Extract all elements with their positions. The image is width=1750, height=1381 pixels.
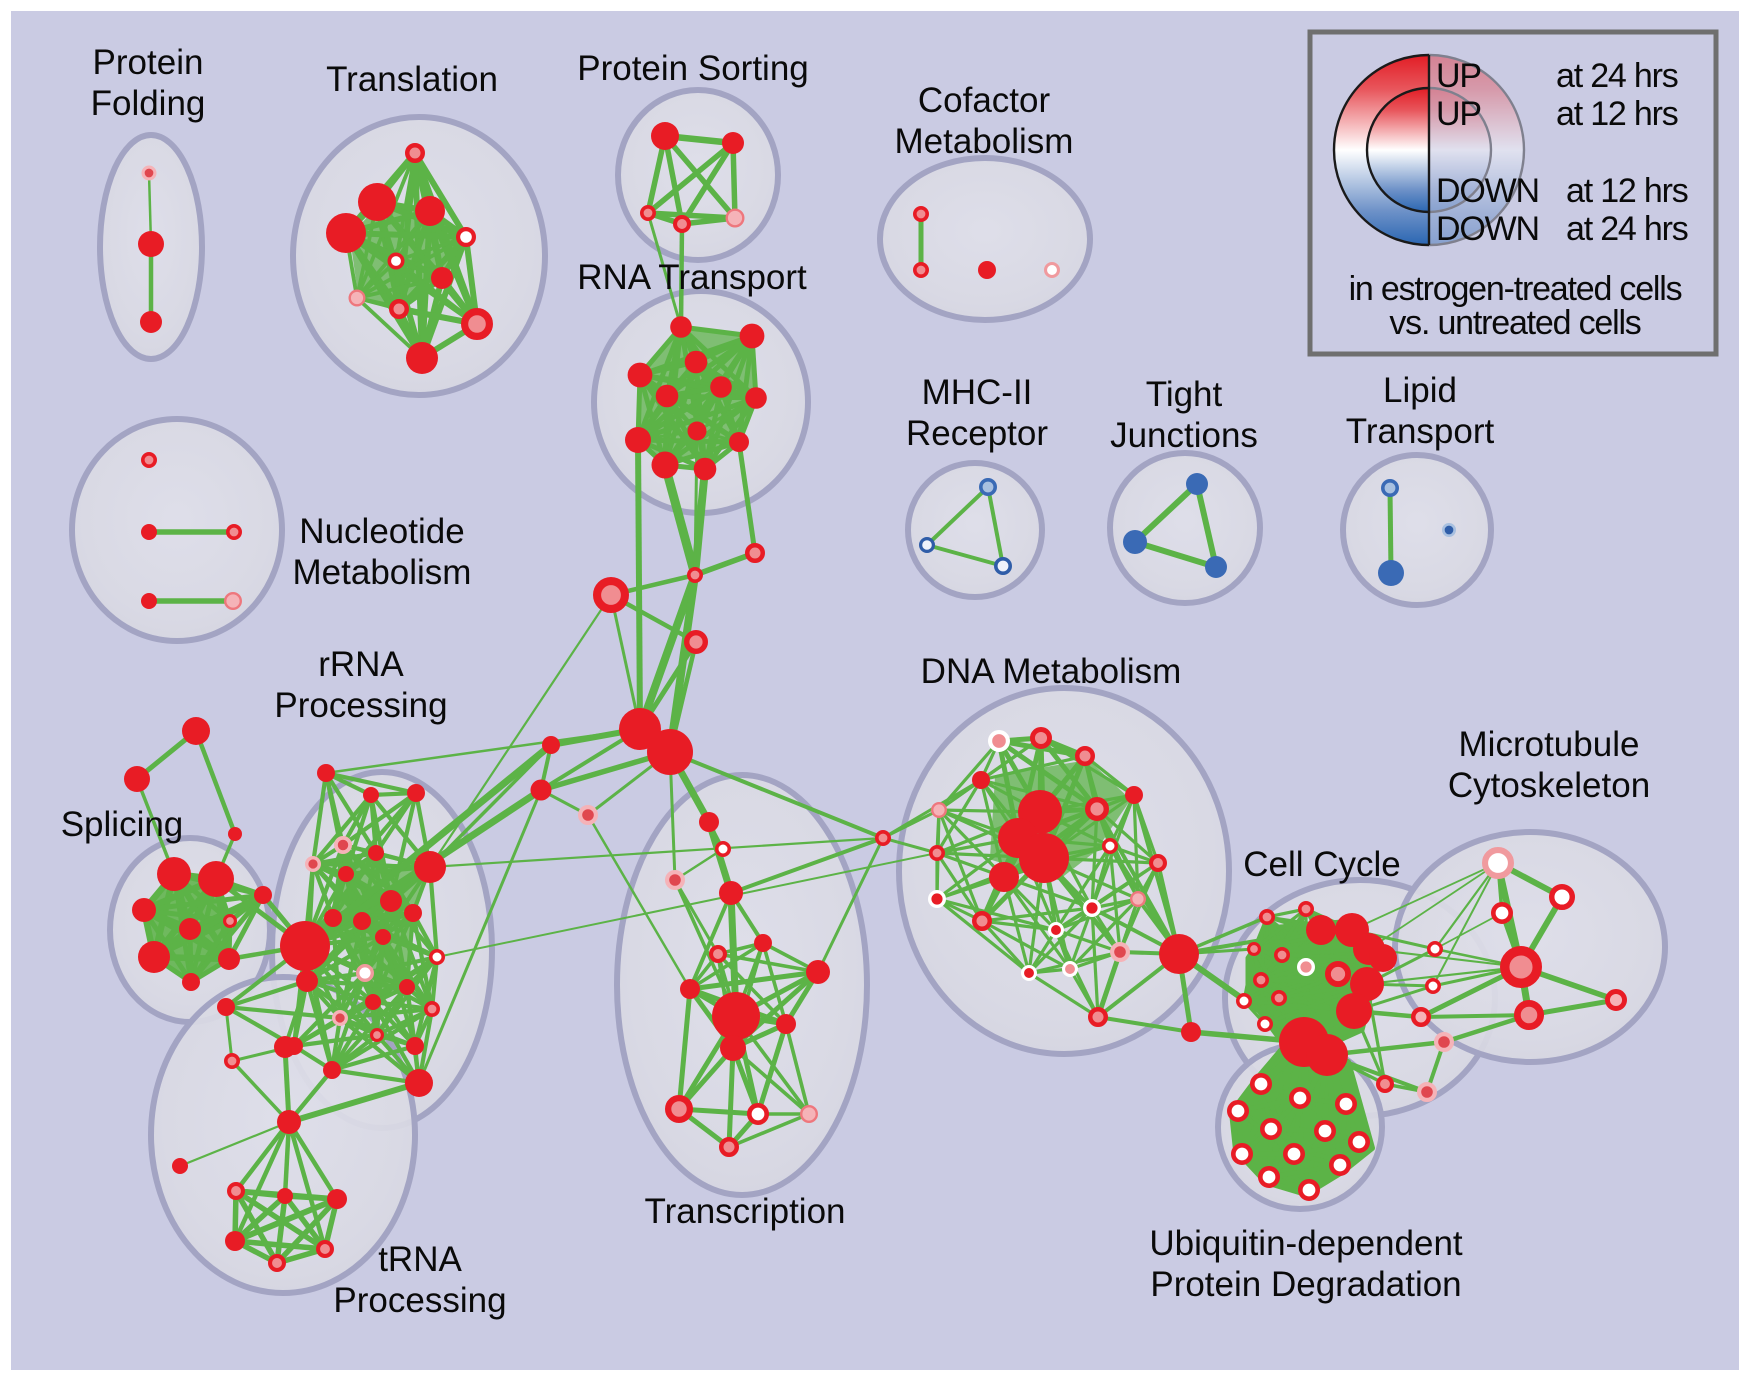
svg-text:in estrogen-treated cells: in estrogen-treated cells (1349, 270, 1682, 308)
svg-text:at 12 hrs: at 12 hrs (1556, 95, 1678, 133)
svg-text:Transcription: Transcription (645, 1192, 846, 1231)
svg-text:vs. untreated cells: vs. untreated cells (1389, 304, 1640, 342)
svg-text:rRNA: rRNA (318, 645, 404, 684)
svg-text:Translation: Translation (326, 60, 498, 99)
svg-text:Lipid: Lipid (1383, 371, 1457, 410)
svg-text:Protein Sorting: Protein Sorting (577, 49, 809, 88)
svg-text:DOWN: DOWN (1436, 210, 1539, 248)
svg-text:Junctions: Junctions (1110, 416, 1258, 455)
svg-text:Cytoskeleton: Cytoskeleton (1448, 766, 1650, 805)
svg-text:DOWN: DOWN (1436, 172, 1539, 210)
svg-text:Microtubule: Microtubule (1459, 725, 1640, 764)
svg-text:Metabolism: Metabolism (293, 553, 472, 592)
svg-text:at 12 hrs: at 12 hrs (1566, 172, 1688, 210)
svg-text:Protein Degradation: Protein Degradation (1150, 1265, 1461, 1304)
svg-text:Cell Cycle: Cell Cycle (1243, 845, 1401, 884)
svg-text:Processing: Processing (333, 1281, 506, 1320)
svg-text:Protein: Protein (93, 43, 204, 82)
svg-text:tRNA: tRNA (378, 1240, 462, 1279)
svg-text:Transport: Transport (1346, 412, 1495, 451)
svg-text:Cofactor: Cofactor (918, 81, 1051, 120)
svg-text:Ubiquitin-dependent: Ubiquitin-dependent (1149, 1224, 1463, 1263)
svg-text:at 24 hrs: at 24 hrs (1556, 57, 1678, 95)
svg-text:Metabolism: Metabolism (895, 122, 1074, 161)
svg-text:Processing: Processing (274, 686, 447, 725)
svg-text:UP: UP (1436, 57, 1481, 95)
svg-text:Folding: Folding (91, 84, 206, 123)
svg-text:Receptor: Receptor (906, 414, 1048, 453)
svg-text:at 24 hrs: at 24 hrs (1566, 210, 1688, 248)
svg-text:DNA Metabolism: DNA Metabolism (921, 652, 1182, 691)
svg-text:Nucleotide: Nucleotide (299, 512, 464, 551)
svg-text:RNA Transport: RNA Transport (577, 258, 807, 297)
svg-text:Tight: Tight (1146, 375, 1223, 414)
svg-text:UP: UP (1436, 95, 1481, 133)
svg-text:Splicing: Splicing (61, 805, 184, 844)
svg-text:MHC-II: MHC-II (922, 373, 1033, 412)
